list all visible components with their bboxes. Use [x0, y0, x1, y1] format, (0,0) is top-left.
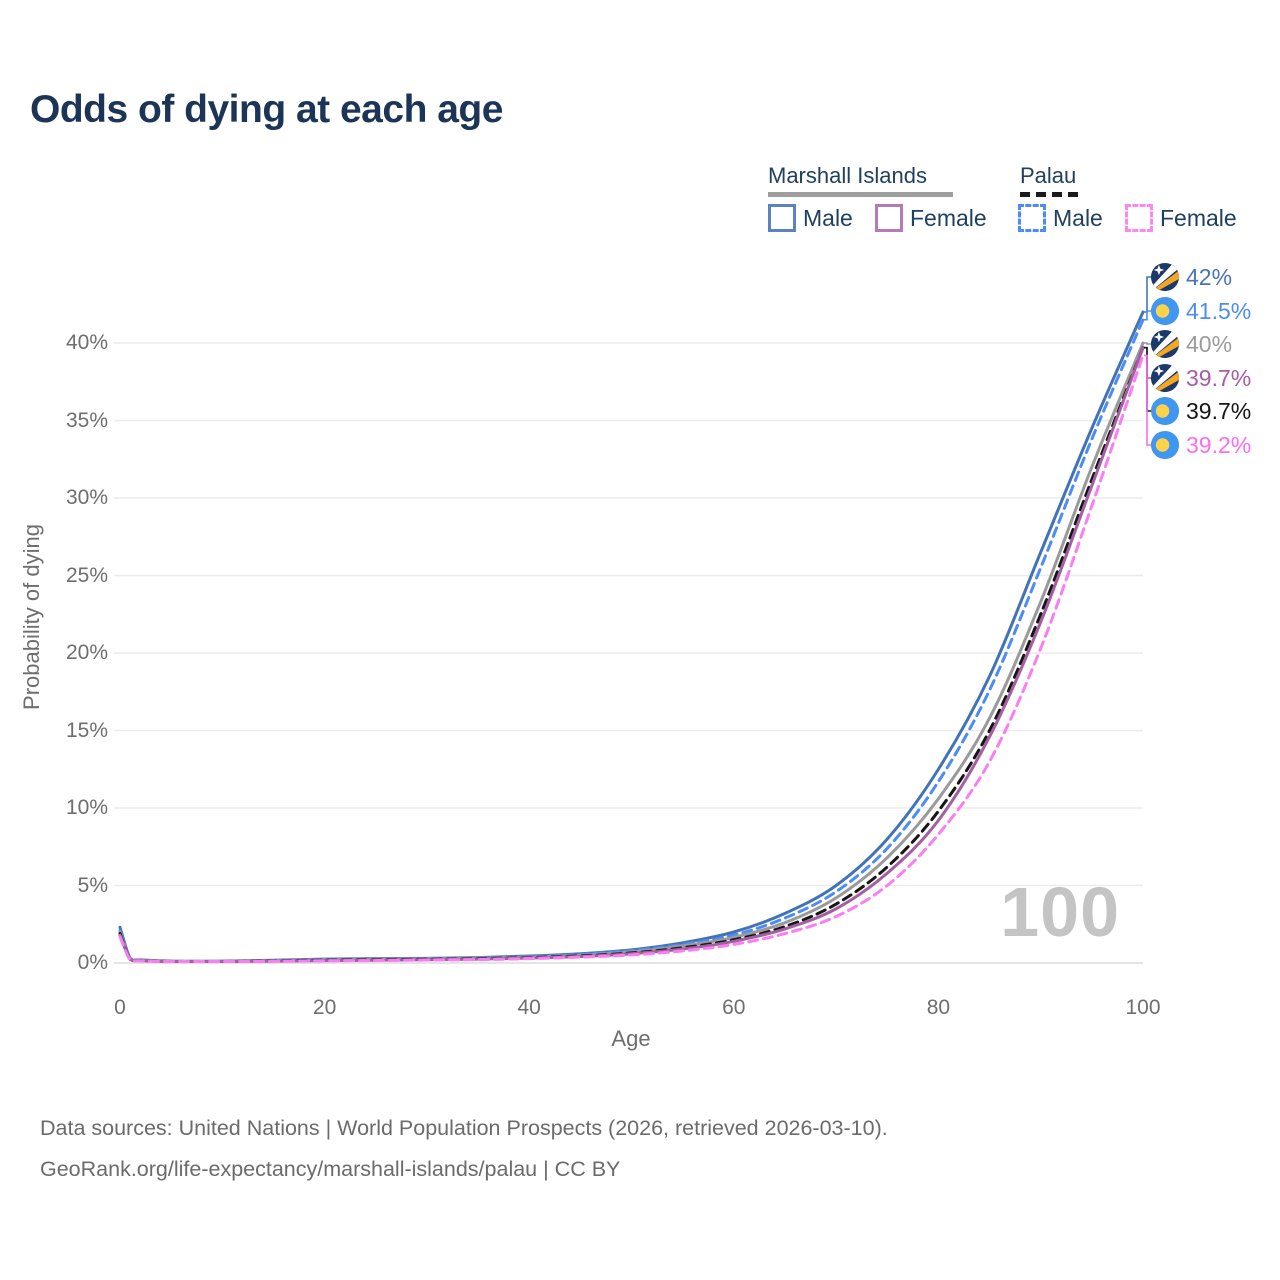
legend-country-marshall-islands: Marshall Islands [768, 163, 927, 188]
end-label-value: 41.5% [1186, 297, 1252, 324]
x-tick-label: 40 [517, 996, 541, 1019]
legend-country-palau: Palau [1020, 163, 1077, 188]
legend-item-palau-female[interactable]: Female [1125, 204, 1237, 232]
page-title: Odds of dying at each age [30, 88, 503, 131]
legend-item-marshall-islands-female[interactable]: Female [875, 204, 987, 232]
palau-flag-icon [1150, 296, 1180, 326]
end-label-palau-both: 39.7% [1150, 394, 1251, 428]
palau-flag-icon [1150, 396, 1180, 426]
x-tick-label: 0 [114, 996, 126, 1019]
y-tick-label: 10% [65, 796, 108, 819]
y-tick-label: 30% [65, 486, 108, 509]
end-label-value: 39.2% [1186, 431, 1252, 458]
y-tick-label: 40% [65, 331, 108, 354]
legend-linestyle-marshall-islands [768, 192, 953, 197]
marshall-islands-flag-icon [1150, 363, 1180, 393]
end-label-marshall-islands-male: 42% [1150, 260, 1232, 294]
end-label-marshall-islands-female: 39.7% [1150, 361, 1251, 395]
x-tick-label: 20 [312, 996, 337, 1019]
y-tick-label: 5% [77, 873, 108, 897]
y-tick-label: 15% [65, 718, 108, 742]
x-tick-label: 60 [722, 996, 746, 1019]
legend-swatch-mi-male-icon [768, 204, 796, 232]
y-tick-label: 35% [65, 408, 108, 432]
end-label-marshall-islands-both: 40% [1150, 327, 1232, 361]
x-axis-title: Age [611, 1026, 651, 1051]
marshall-islands-flag-icon [1150, 329, 1180, 359]
legend-swatch-palau-female-icon [1125, 204, 1153, 232]
x-tick-label: 100 [1125, 996, 1161, 1019]
end-label-value: 40% [1186, 330, 1233, 357]
legend-swatch-palau-male-icon [1018, 204, 1046, 232]
end-label-value: 42% [1186, 263, 1233, 290]
legend-label: Male [1053, 204, 1103, 231]
legend-label: Female [910, 204, 987, 231]
y-tick-label: 0% [77, 951, 108, 974]
end-label-value: 39.7% [1186, 397, 1252, 424]
x-tick-label: 80 [926, 996, 951, 1019]
y-axis-title: Probability of dying [19, 524, 44, 710]
palau-flag-icon [1150, 430, 1180, 460]
marshall-islands-flag-icon [1150, 262, 1180, 292]
legend-item-marshall-islands-male[interactable]: Male [768, 204, 853, 232]
data-source-note: Data sources: United Nations | World Pop… [40, 1108, 888, 1190]
end-label-palau-female: 39.2% [1150, 428, 1251, 462]
y-tick-label: 20% [65, 641, 108, 664]
end-label-value: 39.7% [1186, 364, 1252, 391]
legend-label: Male [803, 204, 853, 231]
source-line: Data sources: United Nations | World Pop… [40, 1116, 888, 1140]
y-tick-label: 25% [65, 563, 108, 587]
legend-linestyle-palau [1020, 192, 1084, 197]
legend-swatch-mi-female-icon [875, 204, 903, 232]
legend-item-palau-male[interactable]: Male [1018, 204, 1103, 232]
end-label-palau-male: 41.5% [1150, 294, 1251, 328]
legend-label: Female [1160, 204, 1237, 231]
source-url-line: GeoRank.org/life-expectancy/marshall-isl… [40, 1156, 621, 1181]
